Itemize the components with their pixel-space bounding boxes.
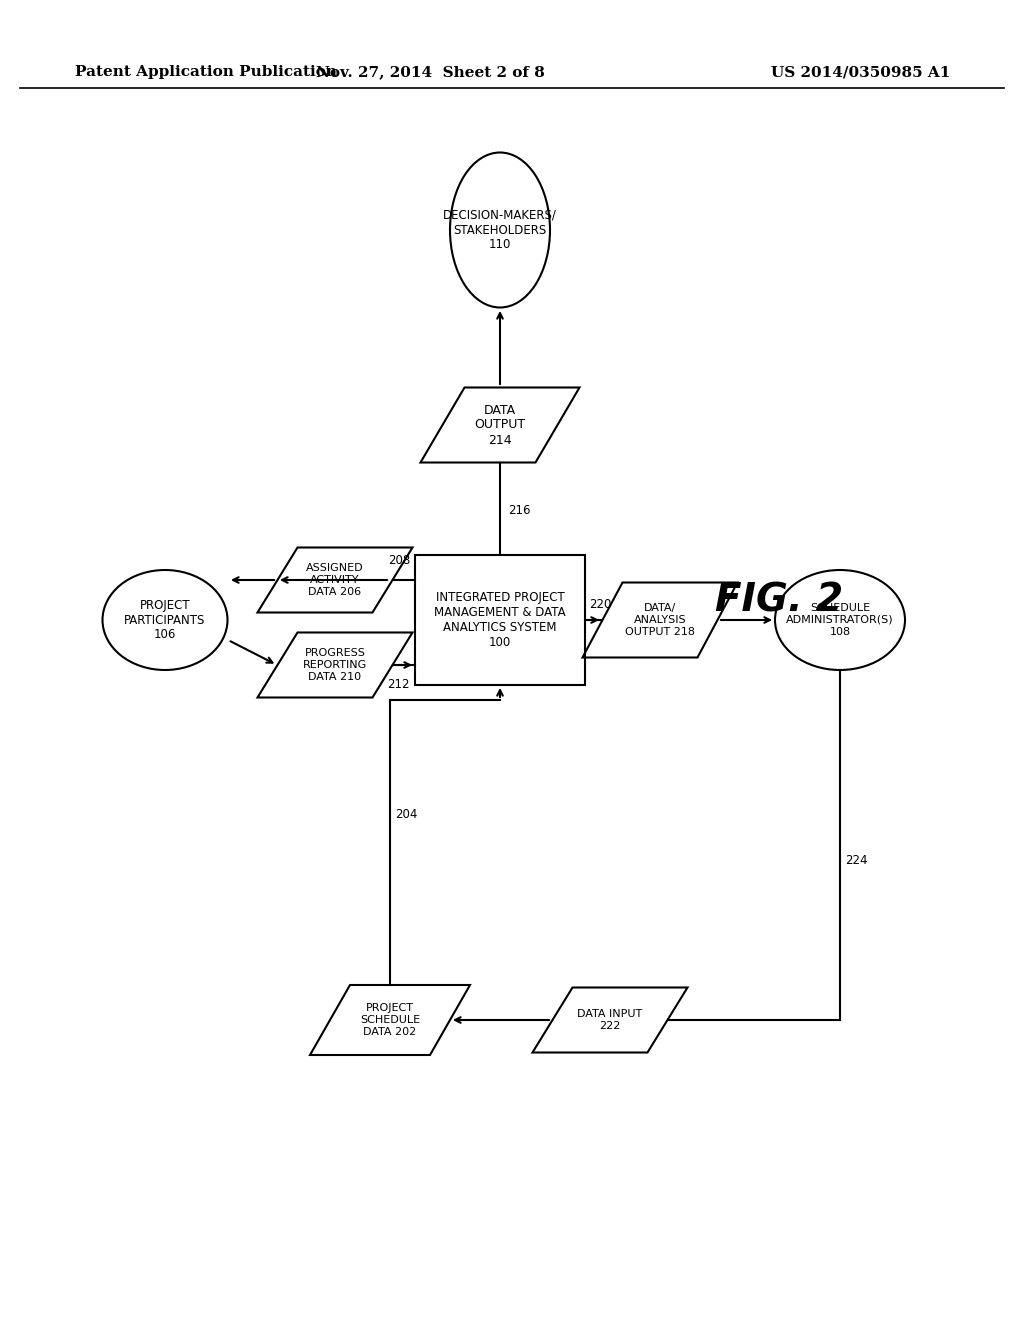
Text: 216: 216 [508,503,530,516]
Text: 208: 208 [388,553,410,566]
Text: Patent Application Publication: Patent Application Publication [75,65,337,79]
Text: FIG. 2: FIG. 2 [715,581,843,619]
Text: 220: 220 [589,598,611,611]
Text: 224: 224 [845,854,867,866]
Text: DATA INPUT
222: DATA INPUT 222 [578,1010,643,1031]
Text: US 2014/0350985 A1: US 2014/0350985 A1 [771,65,950,79]
Text: PROJECT
SCHEDULE
DATA 202: PROJECT SCHEDULE DATA 202 [360,1003,420,1036]
Text: 212: 212 [387,678,410,692]
Bar [415,554,585,685]
Text: SCHEDULE
ADMINISTRATOR(S)
108: SCHEDULE ADMINISTRATOR(S) 108 [786,603,894,636]
Text: PROGRESS
REPORTING
DATA 210: PROGRESS REPORTING DATA 210 [303,648,368,681]
Text: ASSIGNED
ACTIVITY
DATA 206: ASSIGNED ACTIVITY DATA 206 [306,564,364,597]
Text: PROJECT
PARTICIPANTS
106: PROJECT PARTICIPANTS 106 [124,598,206,642]
Text: 204: 204 [395,808,418,821]
Text: DECISION-MAKERS/
STAKEHOLDERS
110: DECISION-MAKERS/ STAKEHOLDERS 110 [443,209,557,252]
Text: DATA/
ANALYSIS
OUTPUT 218: DATA/ ANALYSIS OUTPUT 218 [625,603,695,636]
Text: INTEGRATED PROJECT
MANAGEMENT & DATA
ANALYTICS SYSTEM
100: INTEGRATED PROJECT MANAGEMENT & DATA ANA… [434,591,566,649]
Text: DATA
OUTPUT
214: DATA OUTPUT 214 [474,404,525,446]
Text: Nov. 27, 2014  Sheet 2 of 8: Nov. 27, 2014 Sheet 2 of 8 [315,65,545,79]
